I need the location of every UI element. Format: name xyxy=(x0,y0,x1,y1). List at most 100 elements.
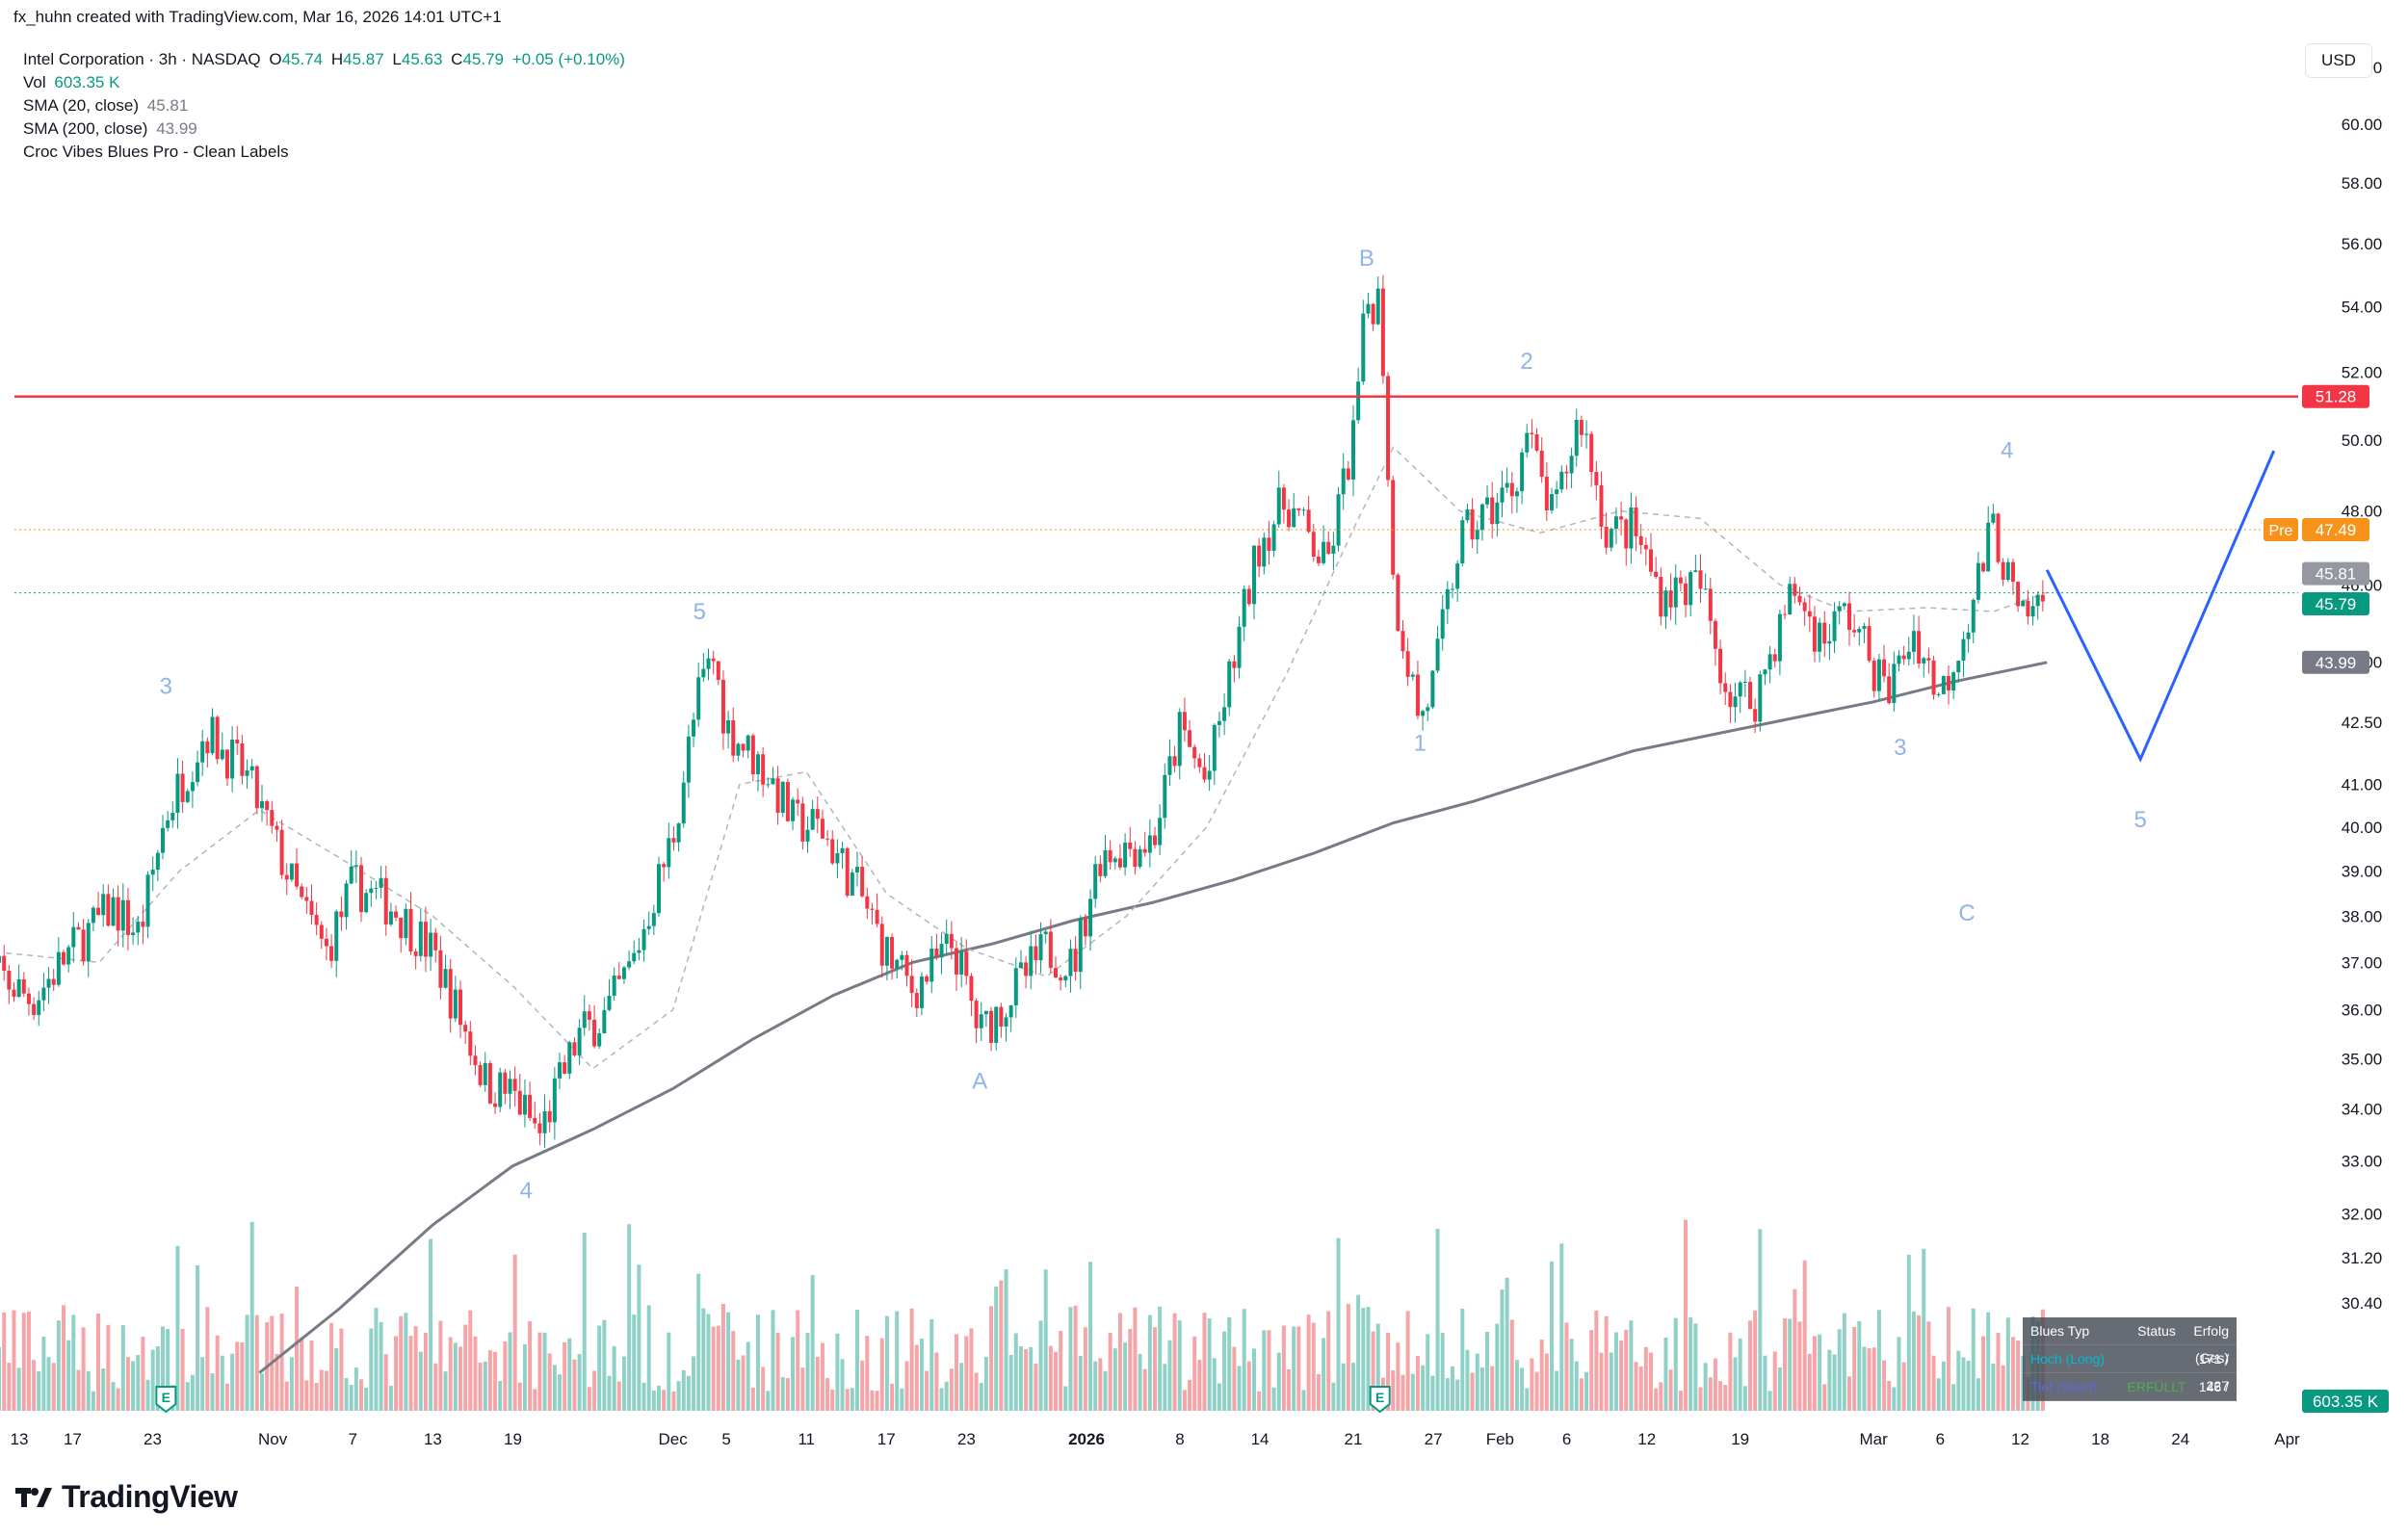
candle[interactable] xyxy=(835,839,840,879)
candle[interactable] xyxy=(1038,922,1043,974)
candle[interactable] xyxy=(929,936,934,994)
candle[interactable] xyxy=(1812,606,1817,663)
candle[interactable] xyxy=(1108,840,1112,871)
candle[interactable] xyxy=(279,820,284,879)
candle[interactable] xyxy=(161,815,165,860)
candle[interactable] xyxy=(1197,753,1202,773)
candle[interactable] xyxy=(150,856,155,892)
candle[interactable] xyxy=(637,938,641,961)
candle[interactable] xyxy=(1440,594,1445,651)
candle[interactable] xyxy=(190,771,195,808)
candle[interactable] xyxy=(468,1021,473,1066)
candle[interactable] xyxy=(1048,919,1053,974)
candle[interactable] xyxy=(1153,826,1157,849)
candle[interactable] xyxy=(1306,495,1311,534)
candle[interactable] xyxy=(1703,573,1708,590)
candle[interactable] xyxy=(1539,437,1544,483)
candle[interactable] xyxy=(300,883,304,899)
candle[interactable] xyxy=(155,849,160,882)
candle[interactable] xyxy=(1956,660,1961,683)
candle[interactable] xyxy=(1167,739,1172,786)
candle[interactable] xyxy=(76,922,81,930)
candle[interactable] xyxy=(260,785,264,822)
candle[interactable] xyxy=(1862,622,1867,643)
candle[interactable] xyxy=(1301,507,1306,516)
candle[interactable] xyxy=(1818,617,1822,663)
candle[interactable] xyxy=(840,841,845,870)
candle[interactable] xyxy=(170,801,175,828)
candle[interactable] xyxy=(71,912,76,963)
candle[interactable] xyxy=(1678,570,1683,592)
candle[interactable] xyxy=(979,1002,983,1042)
candle[interactable] xyxy=(641,919,646,962)
candle[interactable] xyxy=(1723,672,1728,706)
candle[interactable] xyxy=(1098,855,1103,883)
candle[interactable] xyxy=(1281,483,1286,524)
candle[interactable] xyxy=(1336,486,1341,552)
candle[interactable] xyxy=(2010,559,2015,595)
candle[interactable] xyxy=(1777,609,1782,676)
candle[interactable] xyxy=(1103,834,1108,879)
candle[interactable] xyxy=(726,711,731,749)
candle[interactable] xyxy=(319,921,324,950)
candle[interactable] xyxy=(1867,616,1871,664)
candle[interactable] xyxy=(1073,936,1078,981)
candle[interactable] xyxy=(925,974,929,985)
candle[interactable] xyxy=(111,888,116,926)
candle[interactable] xyxy=(820,809,824,840)
legend-volume-row[interactable]: Vol 603.35 K xyxy=(23,71,119,94)
candle[interactable] xyxy=(1981,561,1986,573)
earnings-marker[interactable]: E xyxy=(1369,1386,1391,1414)
candle[interactable] xyxy=(230,726,235,793)
candle[interactable] xyxy=(404,903,408,946)
candle[interactable] xyxy=(1475,520,1479,554)
candle[interactable] xyxy=(1807,594,1812,633)
candle[interactable] xyxy=(1128,826,1133,857)
candle[interactable] xyxy=(791,796,796,831)
candle[interactable] xyxy=(512,1066,517,1106)
candle[interactable] xyxy=(1961,631,1966,678)
candle[interactable] xyxy=(983,1010,988,1028)
candle[interactable] xyxy=(1013,957,1018,1018)
candle[interactable] xyxy=(1758,670,1763,732)
candle[interactable] xyxy=(215,716,220,765)
candle[interactable] xyxy=(1887,663,1892,705)
candle[interactable] xyxy=(1693,555,1698,573)
candle[interactable] xyxy=(1713,618,1717,666)
candle[interactable] xyxy=(1405,638,1410,687)
candle[interactable] xyxy=(483,1052,487,1092)
candle[interactable] xyxy=(295,847,300,890)
candle[interactable] xyxy=(939,932,944,975)
candle[interactable] xyxy=(1366,293,1371,319)
candle[interactable] xyxy=(344,880,349,930)
candle[interactable] xyxy=(1659,567,1663,626)
candle[interactable] xyxy=(522,1079,527,1128)
candle[interactable] xyxy=(900,950,904,971)
candle[interactable] xyxy=(1043,929,1048,944)
candle[interactable] xyxy=(671,826,676,851)
candle[interactable] xyxy=(879,916,884,978)
legend-sma200-row[interactable]: SMA (200, close) 43.99 xyxy=(23,117,197,141)
candle[interactable] xyxy=(1182,697,1187,742)
candle[interactable] xyxy=(1857,626,1862,646)
candle[interactable] xyxy=(487,1060,492,1105)
candle[interactable] xyxy=(974,998,979,1044)
candle[interactable] xyxy=(1386,372,1391,487)
candle[interactable] xyxy=(443,954,448,989)
candle[interactable] xyxy=(1832,602,1837,654)
candle[interactable] xyxy=(766,777,771,789)
candle[interactable] xyxy=(1415,660,1420,720)
candle[interactable] xyxy=(994,1005,999,1051)
candle[interactable] xyxy=(850,869,854,897)
candle[interactable] xyxy=(62,949,65,966)
candle[interactable] xyxy=(1837,601,1842,625)
candle[interactable] xyxy=(1684,576,1688,618)
candle[interactable] xyxy=(1252,545,1256,620)
candle[interactable] xyxy=(775,766,780,825)
candle[interactable] xyxy=(413,948,418,970)
candle[interactable] xyxy=(1926,647,1931,674)
candle[interactable] xyxy=(16,964,21,999)
candle[interactable] xyxy=(895,958,900,978)
candle[interactable] xyxy=(1871,657,1876,698)
candle[interactable] xyxy=(1673,564,1678,625)
